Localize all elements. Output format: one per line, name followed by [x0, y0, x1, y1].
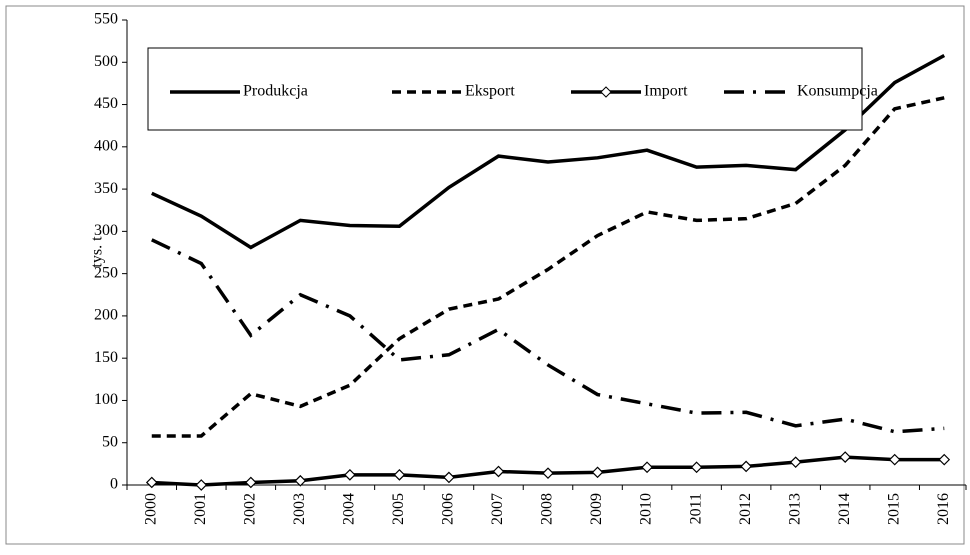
y-tick-label: 250 [94, 264, 118, 281]
legend-label: Import [644, 83, 688, 100]
point-marker [839, 451, 852, 463]
y-tick-label: 200 [94, 307, 118, 324]
y-tick-label: 300 [94, 222, 118, 239]
y-tick-label: 150 [94, 349, 118, 366]
point-marker [690, 461, 703, 474]
x-tick-label: 2012 [737, 493, 754, 525]
x-tick-label: 2002 [241, 493, 258, 525]
x-tick-label: 2006 [440, 493, 457, 525]
x-tick-label: 2008 [539, 493, 556, 525]
x-tick-label: 2007 [489, 493, 506, 525]
x-tick-label: 2013 [786, 493, 803, 525]
point-marker [244, 476, 257, 489]
y-tick-label: 0 [110, 476, 118, 493]
y-tick-label: 550 [94, 11, 118, 28]
x-tick-label: 2003 [291, 493, 308, 525]
x-tick-label: 2000 [142, 493, 159, 525]
legend-label: Eksport [465, 83, 515, 100]
chart-frame [5, 5, 965, 545]
x-tick-label: 2004 [341, 493, 358, 525]
point-marker [492, 465, 505, 478]
x-tick-label: 2014 [836, 493, 853, 525]
y-tick-label: 350 [94, 180, 118, 197]
y-tick-label: 500 [94, 53, 118, 70]
point-marker [145, 476, 158, 489]
point-marker [393, 469, 406, 481]
series-line [151, 53, 946, 250]
point-marker [789, 456, 802, 469]
y-tick-label: 50 [102, 433, 118, 450]
y-tick-label: 400 [94, 137, 118, 154]
point-marker [542, 467, 554, 480]
point-marker [641, 461, 653, 474]
point-marker [938, 453, 951, 466]
point-marker [888, 453, 901, 466]
x-tick-label: 2015 [885, 493, 902, 525]
x-tick-label: 2011 [687, 493, 704, 524]
x-tick-label: 2016 [935, 493, 952, 525]
point-marker [740, 460, 752, 473]
legend-marker [600, 86, 612, 98]
y-tick-label: 450 [94, 95, 118, 112]
point-marker [344, 469, 356, 481]
legend-label: Konsumpcja [797, 83, 878, 100]
point-marker [294, 474, 307, 487]
point-marker [591, 466, 604, 479]
point-marker [443, 471, 455, 484]
x-tick-label: 2009 [588, 493, 605, 525]
x-tick-label: 2001 [192, 493, 209, 525]
point-marker [195, 479, 208, 491]
series-line [151, 96, 945, 438]
y-axis-label: tys. t [89, 236, 106, 268]
legend-label: Produkcja [243, 83, 308, 100]
x-tick-label: 2010 [638, 493, 655, 525]
x-tick-label: 2005 [390, 493, 407, 525]
series-line [151, 238, 945, 434]
y-tick-label: 100 [94, 391, 118, 408]
legend-box [147, 47, 863, 131]
